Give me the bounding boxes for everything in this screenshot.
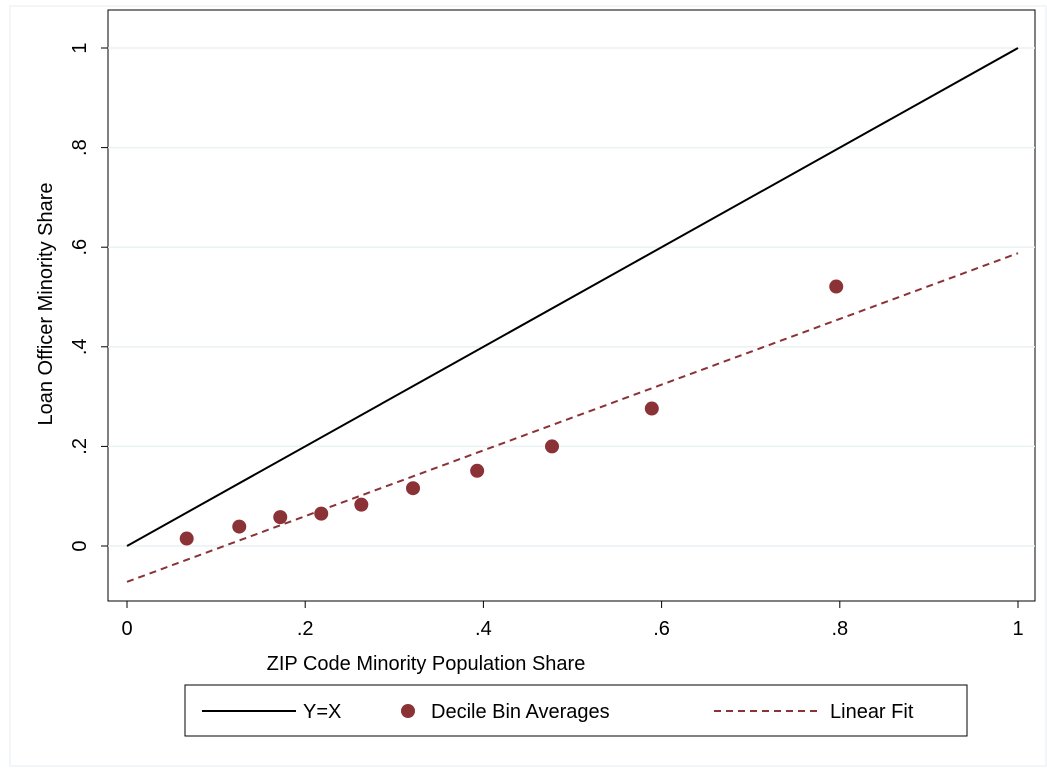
- x-tick-label: 0: [121, 618, 132, 640]
- linear-fit-line: [126, 252, 1019, 583]
- y-tick-label: 0: [69, 540, 91, 551]
- decile-bin-point: [354, 497, 369, 512]
- legend-box: [184, 684, 968, 737]
- y-tick-label: .8: [69, 139, 91, 156]
- plot-area: [107, 9, 1036, 602]
- y-equals-x-line: [126, 47, 1019, 547]
- decile-bin-point: [829, 279, 844, 294]
- y-tick-label: 1: [69, 42, 91, 53]
- legend-label-decile-bin-averages: Decile Bin Averages: [431, 701, 610, 723]
- legend-key-decile-bin-averages: [401, 704, 415, 718]
- decile-bin-point: [314, 506, 329, 521]
- legend-label-linear-fit: Linear Fit: [830, 701, 914, 723]
- grid-lines: [108, 47, 1035, 547]
- y-tick-label: .4: [69, 338, 91, 355]
- y-tick-label: .2: [69, 438, 91, 455]
- x-axis-title: ZIP Code Minority Population Share: [267, 653, 586, 675]
- series-layer: [126, 47, 1019, 583]
- decile-bin-point: [470, 463, 485, 478]
- y-tick-label: .6: [69, 239, 91, 256]
- y-axis-ticks: 0 .2 .4 .6 .8 1: [69, 42, 108, 552]
- legend: Y=X Decile Bin Averages Linear Fit: [184, 684, 968, 737]
- x-tick-label: .6: [653, 618, 670, 640]
- decile-bin-point: [232, 519, 247, 534]
- x-tick-label: 1: [1012, 618, 1023, 640]
- decile-bin-point: [179, 531, 194, 546]
- legend-label-y-equals-x: Y=X: [303, 701, 341, 723]
- x-tick-label: .4: [475, 618, 492, 640]
- y-axis-title: Loan Officer Minority Share: [35, 182, 57, 425]
- decile-bin-point: [644, 401, 659, 416]
- x-tick-label: .8: [831, 618, 848, 640]
- decile-bin-point: [273, 510, 288, 525]
- decile-bin-point: [545, 439, 560, 454]
- x-tick-label: .2: [297, 618, 314, 640]
- decile-bin-point: [406, 481, 421, 496]
- x-axis-ticks: 0 .2 .4 .6 .8 1: [121, 601, 1024, 640]
- chart-outer-border: [9, 5, 1047, 767]
